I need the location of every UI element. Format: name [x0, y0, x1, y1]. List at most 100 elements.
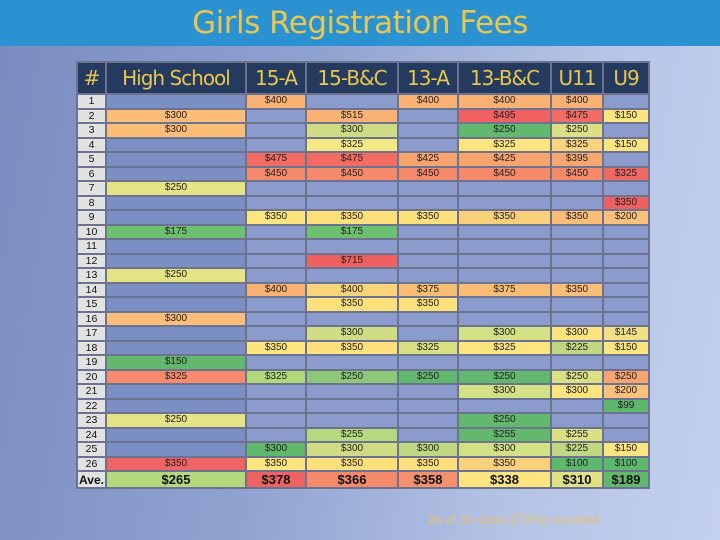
- fee-cell: [105, 136, 247, 153]
- title-bar: Girls Registration Fees: [0, 0, 720, 46]
- row-number: 7: [76, 180, 107, 197]
- row-number: 21: [76, 383, 107, 400]
- fee-cell: $300: [397, 441, 459, 458]
- fee-cell: $300: [105, 122, 247, 139]
- fee-cell: $400: [245, 281, 307, 298]
- fee-cell: $450: [305, 165, 399, 182]
- fee-cell: $150: [602, 107, 650, 124]
- average-fee-cell: $189: [602, 470, 650, 489]
- fee-cell: [550, 252, 604, 269]
- table-row: 26 $350 $350 $350 $350 $350 $100 $100: [76, 455, 650, 472]
- fee-cell: $225: [550, 441, 604, 458]
- fee-cell: $475: [245, 151, 307, 168]
- column-header: U9: [602, 61, 650, 95]
- fee-cell: [602, 151, 650, 168]
- fee-cell: [397, 383, 459, 400]
- fee-cell: [305, 383, 399, 400]
- fee-cell: $425: [457, 151, 552, 168]
- column-header: 13-A: [397, 61, 459, 95]
- fee-cell: $350: [397, 455, 459, 472]
- row-number: 6: [76, 165, 107, 182]
- fee-cell: $395: [550, 151, 604, 168]
- fee-cell: [397, 267, 459, 284]
- fee-cell: $300: [105, 107, 247, 124]
- fee-cell: [105, 151, 247, 168]
- fee-cell: $300: [305, 122, 399, 139]
- table-row: 3 $300 $300 $250 $250: [76, 122, 650, 139]
- report-coverage-note: 26 of 33 clubs (79%) reported: [427, 512, 599, 527]
- fee-cell: $350: [245, 339, 307, 356]
- fee-cell: $350: [305, 296, 399, 313]
- column-header: #: [76, 61, 107, 95]
- fee-cell: [397, 107, 459, 124]
- fee-cell: $250: [305, 368, 399, 385]
- table-row: 9 $350 $350 $350 $350 $350 $200: [76, 209, 650, 226]
- fee-cell: [602, 296, 650, 313]
- fee-cell: [245, 107, 307, 124]
- row-number: 11: [76, 238, 107, 255]
- fee-cell: $325: [305, 136, 399, 153]
- row-number: 1: [76, 93, 107, 110]
- fee-cell: [105, 383, 247, 400]
- fee-cell: $350: [550, 281, 604, 298]
- fee-cell: $300: [105, 310, 247, 327]
- table-row: 14 $400 $400 $375 $375 $350: [76, 281, 650, 298]
- table-row: 24 $255 $255 $255: [76, 426, 650, 443]
- fee-cell: $350: [305, 455, 399, 472]
- fee-cell: [602, 93, 650, 110]
- fee-cell: $400: [305, 281, 399, 298]
- fee-cell: $250: [105, 412, 247, 429]
- fee-cell: [550, 238, 604, 255]
- fee-cell: $100: [602, 455, 650, 472]
- average-fee-cell: $366: [305, 470, 399, 489]
- fee-cell: [457, 180, 552, 197]
- fee-cell: $300: [457, 383, 552, 400]
- row-number: 18: [76, 339, 107, 356]
- fee-cell: [245, 238, 307, 255]
- fee-cell: [550, 194, 604, 211]
- fee-cell: $400: [457, 93, 552, 110]
- fee-cell: [305, 354, 399, 371]
- fee-cell: $350: [397, 209, 459, 226]
- table-row: 8 $350: [76, 194, 650, 211]
- table-row: 21 $300 $300 $200: [76, 383, 650, 400]
- fee-cell: [397, 354, 459, 371]
- fee-cell: $350: [245, 455, 307, 472]
- fee-cell: $300: [457, 441, 552, 458]
- fee-cell: [550, 296, 604, 313]
- fee-cell: [105, 296, 247, 313]
- column-header: U11: [550, 61, 604, 95]
- fee-cell: [245, 354, 307, 371]
- fee-cell: $350: [397, 296, 459, 313]
- fee-cell: [602, 426, 650, 443]
- fee-cell: $350: [457, 209, 552, 226]
- fee-cell: $425: [397, 151, 459, 168]
- fee-cell: [550, 180, 604, 197]
- fee-cell: [457, 194, 552, 211]
- table-row: 13 $250: [76, 267, 650, 284]
- fee-cell: $300: [245, 441, 307, 458]
- fee-cell: [105, 194, 247, 211]
- fee-cell: $325: [602, 165, 650, 182]
- fee-cell: [245, 310, 307, 327]
- fee-cell: $150: [602, 339, 650, 356]
- fee-cell: $300: [550, 383, 604, 400]
- fee-cell: [105, 281, 247, 298]
- fee-cell: $450: [245, 165, 307, 182]
- table-row: 6 $450 $450 $450 $450 $450 $325: [76, 165, 650, 182]
- row-number: 5: [76, 151, 107, 168]
- fee-cell: $175: [105, 223, 247, 240]
- fee-cell: $250: [105, 267, 247, 284]
- table-row: 23 $250 $250: [76, 412, 650, 429]
- registration-fees-table: # High School 15-A 15-B&C 13-A 13-B&C U11 U9 1 $…: [76, 61, 650, 489]
- fee-cell: $715: [305, 252, 399, 269]
- fee-cell: [550, 223, 604, 240]
- table-row: 5 $475 $475 $425 $425 $395: [76, 151, 650, 168]
- fee-cell: [245, 223, 307, 240]
- fee-cell: [397, 412, 459, 429]
- fee-cell: [305, 93, 399, 110]
- column-header: 15-B&C: [305, 61, 399, 95]
- fee-cell: $200: [602, 209, 650, 226]
- fee-cell: [602, 252, 650, 269]
- table-row: 11: [76, 238, 650, 255]
